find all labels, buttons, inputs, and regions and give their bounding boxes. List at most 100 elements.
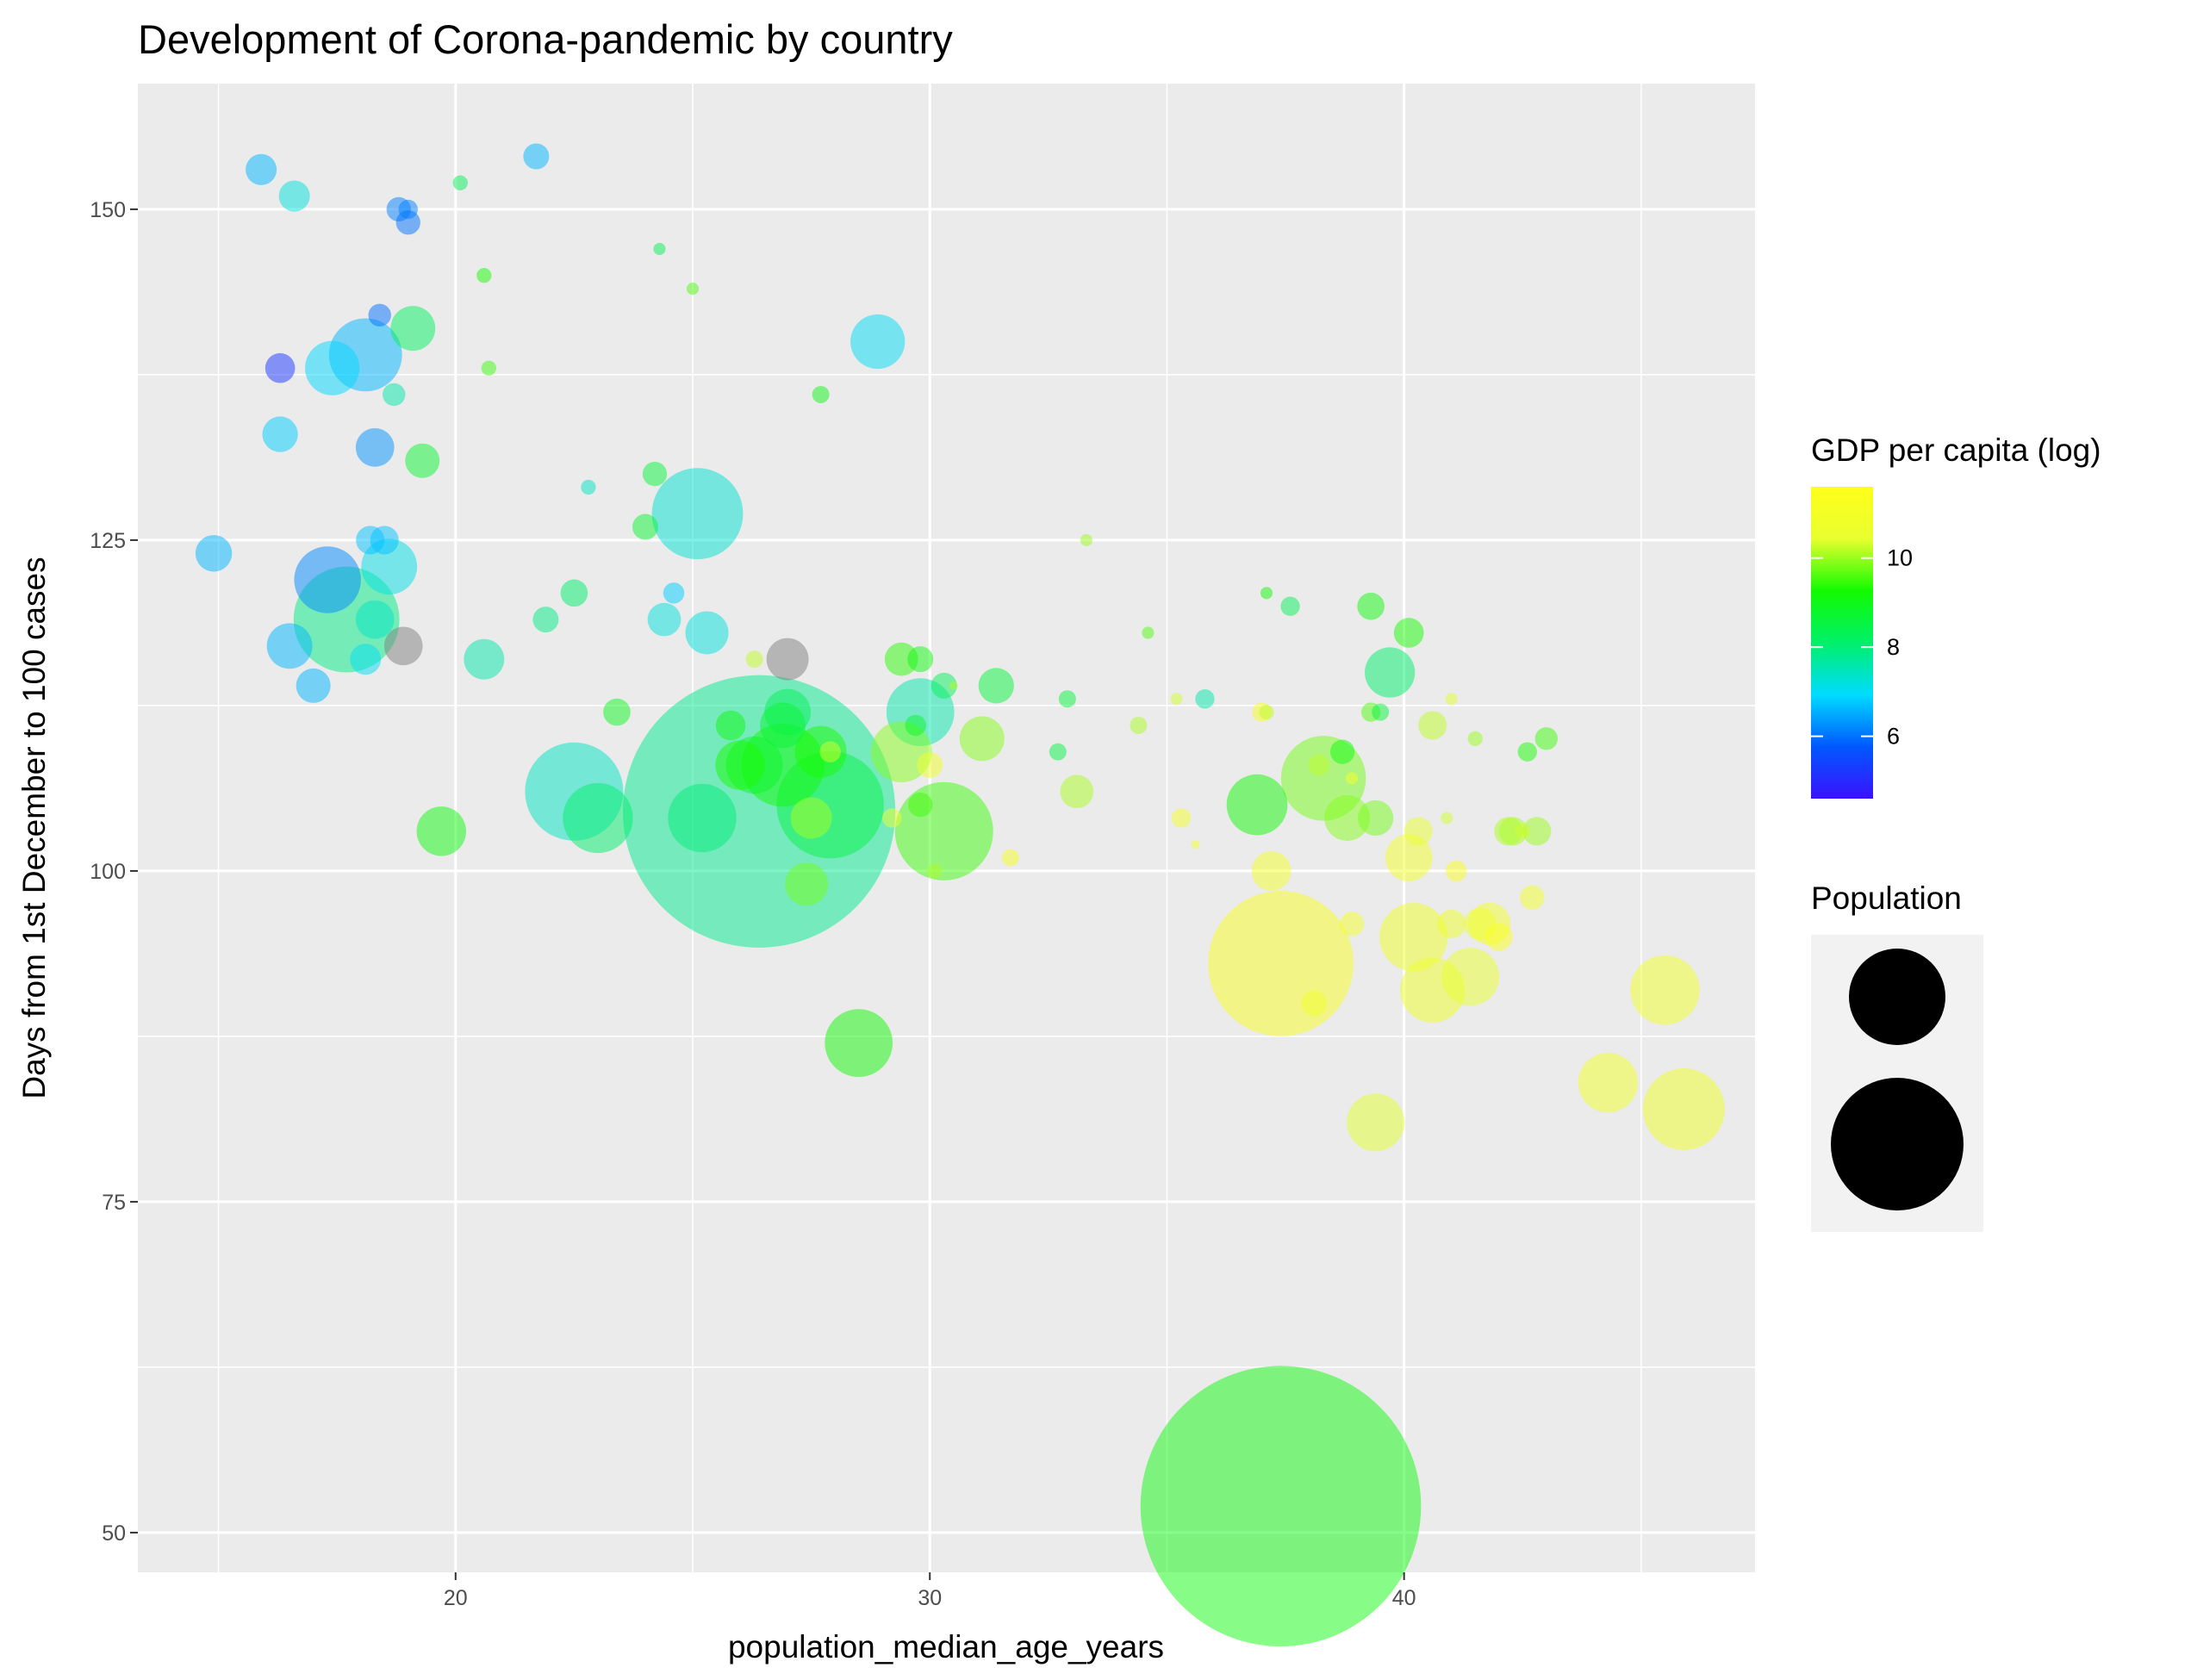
data-point — [1259, 704, 1274, 720]
data-point — [1226, 774, 1288, 836]
data-point — [1517, 742, 1537, 762]
data-point — [685, 611, 729, 655]
data-point — [1208, 891, 1354, 1036]
y-tick-label: 75 — [102, 1191, 126, 1215]
population-legend-large-circle — [1831, 1078, 1964, 1210]
data-point — [715, 710, 746, 741]
data-points — [195, 143, 1725, 1646]
data-point — [1142, 626, 1155, 639]
data-point — [760, 702, 806, 749]
data-point — [294, 546, 361, 613]
data-point — [1379, 903, 1448, 972]
data-point — [884, 642, 918, 676]
data-point — [1498, 817, 1528, 846]
data-point — [785, 862, 829, 906]
x-tick-label: 40 — [1392, 1586, 1416, 1610]
data-point — [278, 180, 310, 212]
data-point — [819, 741, 841, 762]
data-point — [632, 513, 658, 540]
data-point — [350, 644, 382, 675]
data-point — [825, 1009, 893, 1077]
population-legend: Population — [1811, 880, 1983, 1232]
colorbar-tick-label: 8 — [1887, 634, 1900, 660]
y-tick-label: 150 — [90, 198, 126, 222]
data-point — [930, 672, 957, 699]
data-point — [266, 623, 313, 669]
grid-lines — [138, 84, 1755, 1572]
data-point — [1385, 834, 1433, 881]
data-point — [246, 153, 277, 185]
gdp-colorbar-ticks: 6 8 10 — [1811, 545, 1913, 750]
data-point — [1171, 808, 1192, 828]
data-point — [1445, 860, 1467, 882]
data-point — [668, 783, 737, 853]
population-legend-small-circle — [1849, 949, 1945, 1045]
data-point — [581, 479, 596, 495]
data-point — [894, 781, 993, 880]
data-point — [563, 782, 633, 854]
data-point — [532, 607, 559, 633]
data-point — [1467, 731, 1483, 746]
data-point — [1393, 618, 1424, 648]
data-point — [1372, 703, 1390, 721]
data-point — [370, 526, 399, 555]
data-point — [355, 600, 395, 639]
data-point — [870, 721, 932, 783]
x-tick-label: 20 — [444, 1586, 468, 1610]
data-point — [1329, 739, 1355, 764]
data-point — [383, 626, 423, 666]
chart-title: Development of Corona-pandemic by countr… — [138, 16, 953, 62]
data-point — [1441, 812, 1453, 824]
data-point — [1191, 840, 1200, 849]
data-point — [1357, 592, 1385, 620]
y-tick-label: 100 — [90, 860, 126, 884]
data-point — [651, 468, 744, 560]
data-point — [882, 808, 902, 828]
data-point — [1308, 754, 1329, 776]
data-point — [1522, 817, 1552, 846]
data-point — [416, 806, 467, 856]
data-point — [905, 714, 926, 737]
data-point — [1358, 800, 1394, 837]
data-point — [296, 668, 331, 703]
data-point — [1001, 849, 1019, 867]
y-tick-label: 125 — [90, 529, 126, 553]
y-axis-title: Days from 1st December to 100 cases — [16, 557, 52, 1098]
x-axis-title: population_median_age_years — [728, 1629, 1164, 1664]
data-point — [1339, 912, 1365, 936]
data-point — [1365, 647, 1416, 698]
data-point — [1520, 885, 1545, 910]
data-point — [1060, 775, 1094, 809]
y-tick-label: 50 — [102, 1521, 126, 1546]
data-point — [398, 199, 418, 220]
data-point — [305, 340, 360, 395]
data-point — [476, 268, 492, 283]
data-point — [1058, 690, 1076, 708]
data-point — [663, 582, 685, 604]
data-point — [812, 385, 830, 403]
data-point — [265, 352, 296, 383]
gdp-legend: GDP per capita (log) 6 8 10 — [1811, 432, 2101, 799]
data-point — [908, 792, 933, 818]
axes: 20 30 40 50 75 100 125 150 — [90, 198, 1416, 1610]
data-point — [560, 579, 588, 607]
data-point — [766, 638, 809, 681]
data-point — [603, 698, 631, 726]
data-point — [1346, 772, 1359, 785]
data-point — [1324, 795, 1371, 841]
data-point — [1578, 1053, 1639, 1113]
data-point — [195, 535, 233, 572]
data-point — [523, 143, 550, 170]
data-point — [452, 175, 468, 190]
data-point — [686, 283, 700, 296]
data-point — [1301, 990, 1328, 1017]
colorbar-tick-label: 10 — [1887, 545, 1913, 571]
colorbar-tick-label: 6 — [1887, 724, 1900, 750]
data-point — [653, 242, 666, 256]
data-point — [978, 668, 1014, 704]
data-point — [715, 740, 765, 790]
data-point — [927, 863, 943, 879]
data-point — [355, 428, 395, 467]
data-point — [1140, 1366, 1422, 1646]
